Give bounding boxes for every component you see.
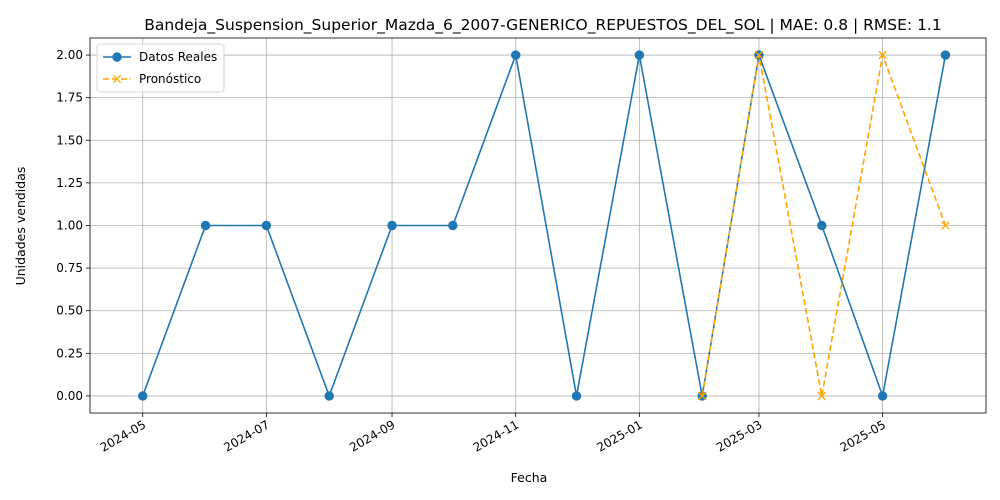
data-point-marker [138,391,148,401]
data-point-marker [511,50,521,60]
legend-label: Pronóstico [139,72,201,86]
x-tick-label: 2025-03 [714,417,764,454]
x-tick-label: 2024-11 [471,417,521,454]
series-1 [138,50,951,401]
forecast-point-marker [817,391,827,401]
data-point-marker [112,52,122,62]
x-axis-ticks: 2024-05 2024-07 2024-09 2024-11 2025-01 2025-… [98,413,888,455]
chart-title: Bandeja_Suspension_Superior_Mazda_6_2007… [144,16,941,35]
series-layer [138,50,951,401]
y-tick-label: 0.75 [56,261,83,275]
data-point-marker [200,220,211,231]
legend-item: Datos Reales [103,50,217,64]
series-2 [697,50,950,401]
y-tick-label: 0.25 [56,346,83,360]
y-axis-ticks: 0.00 0.25 0.50 0.75 1.00 1.25 1.50 1.75 2.00 [56,48,90,403]
x-tick-label: 2025-05 [838,417,888,454]
forecast-point-marker [112,74,122,84]
x-tick-label: 2024-05 [98,417,148,454]
data-point-marker [634,50,645,60]
forecast-point-marker [941,221,950,230]
series-line [141,51,947,400]
forecast-point-marker [697,391,707,401]
data-point-marker [261,220,272,231]
y-tick-label: 1.50 [56,133,83,147]
x-tick-label: 2024-07 [221,417,271,454]
x-axis-label: Fecha [511,470,548,485]
y-axis-label: Unidades vendidas [13,167,28,286]
legend: Datos Reales Pronóstico [96,43,225,93]
y-tick-label: 0.50 [56,304,83,318]
y-tick-label: 0.00 [56,389,83,403]
data-point-marker [448,220,458,231]
forecast-point-marker [754,50,764,60]
y-tick-label: 1.25 [56,176,83,190]
legend-label: Datos Reales [139,50,217,64]
series-line [701,52,947,397]
data-point-marker [387,220,397,231]
data-point-marker [324,391,334,401]
forecast-point-marker [878,50,887,60]
y-tick-label: 1.75 [56,91,83,105]
y-tick-label: 1.00 [56,219,83,233]
y-tick-label: 2.00 [56,48,83,62]
data-point-marker [571,391,582,401]
legend-box [96,43,225,93]
legend-item: Pronóstico [103,72,201,86]
data-point-marker [940,50,951,60]
data-point-marker [817,220,827,231]
x-tick-label: 2025-01 [594,417,644,454]
x-tick-label: 2024-09 [347,417,397,454]
data-point-marker [877,391,888,401]
